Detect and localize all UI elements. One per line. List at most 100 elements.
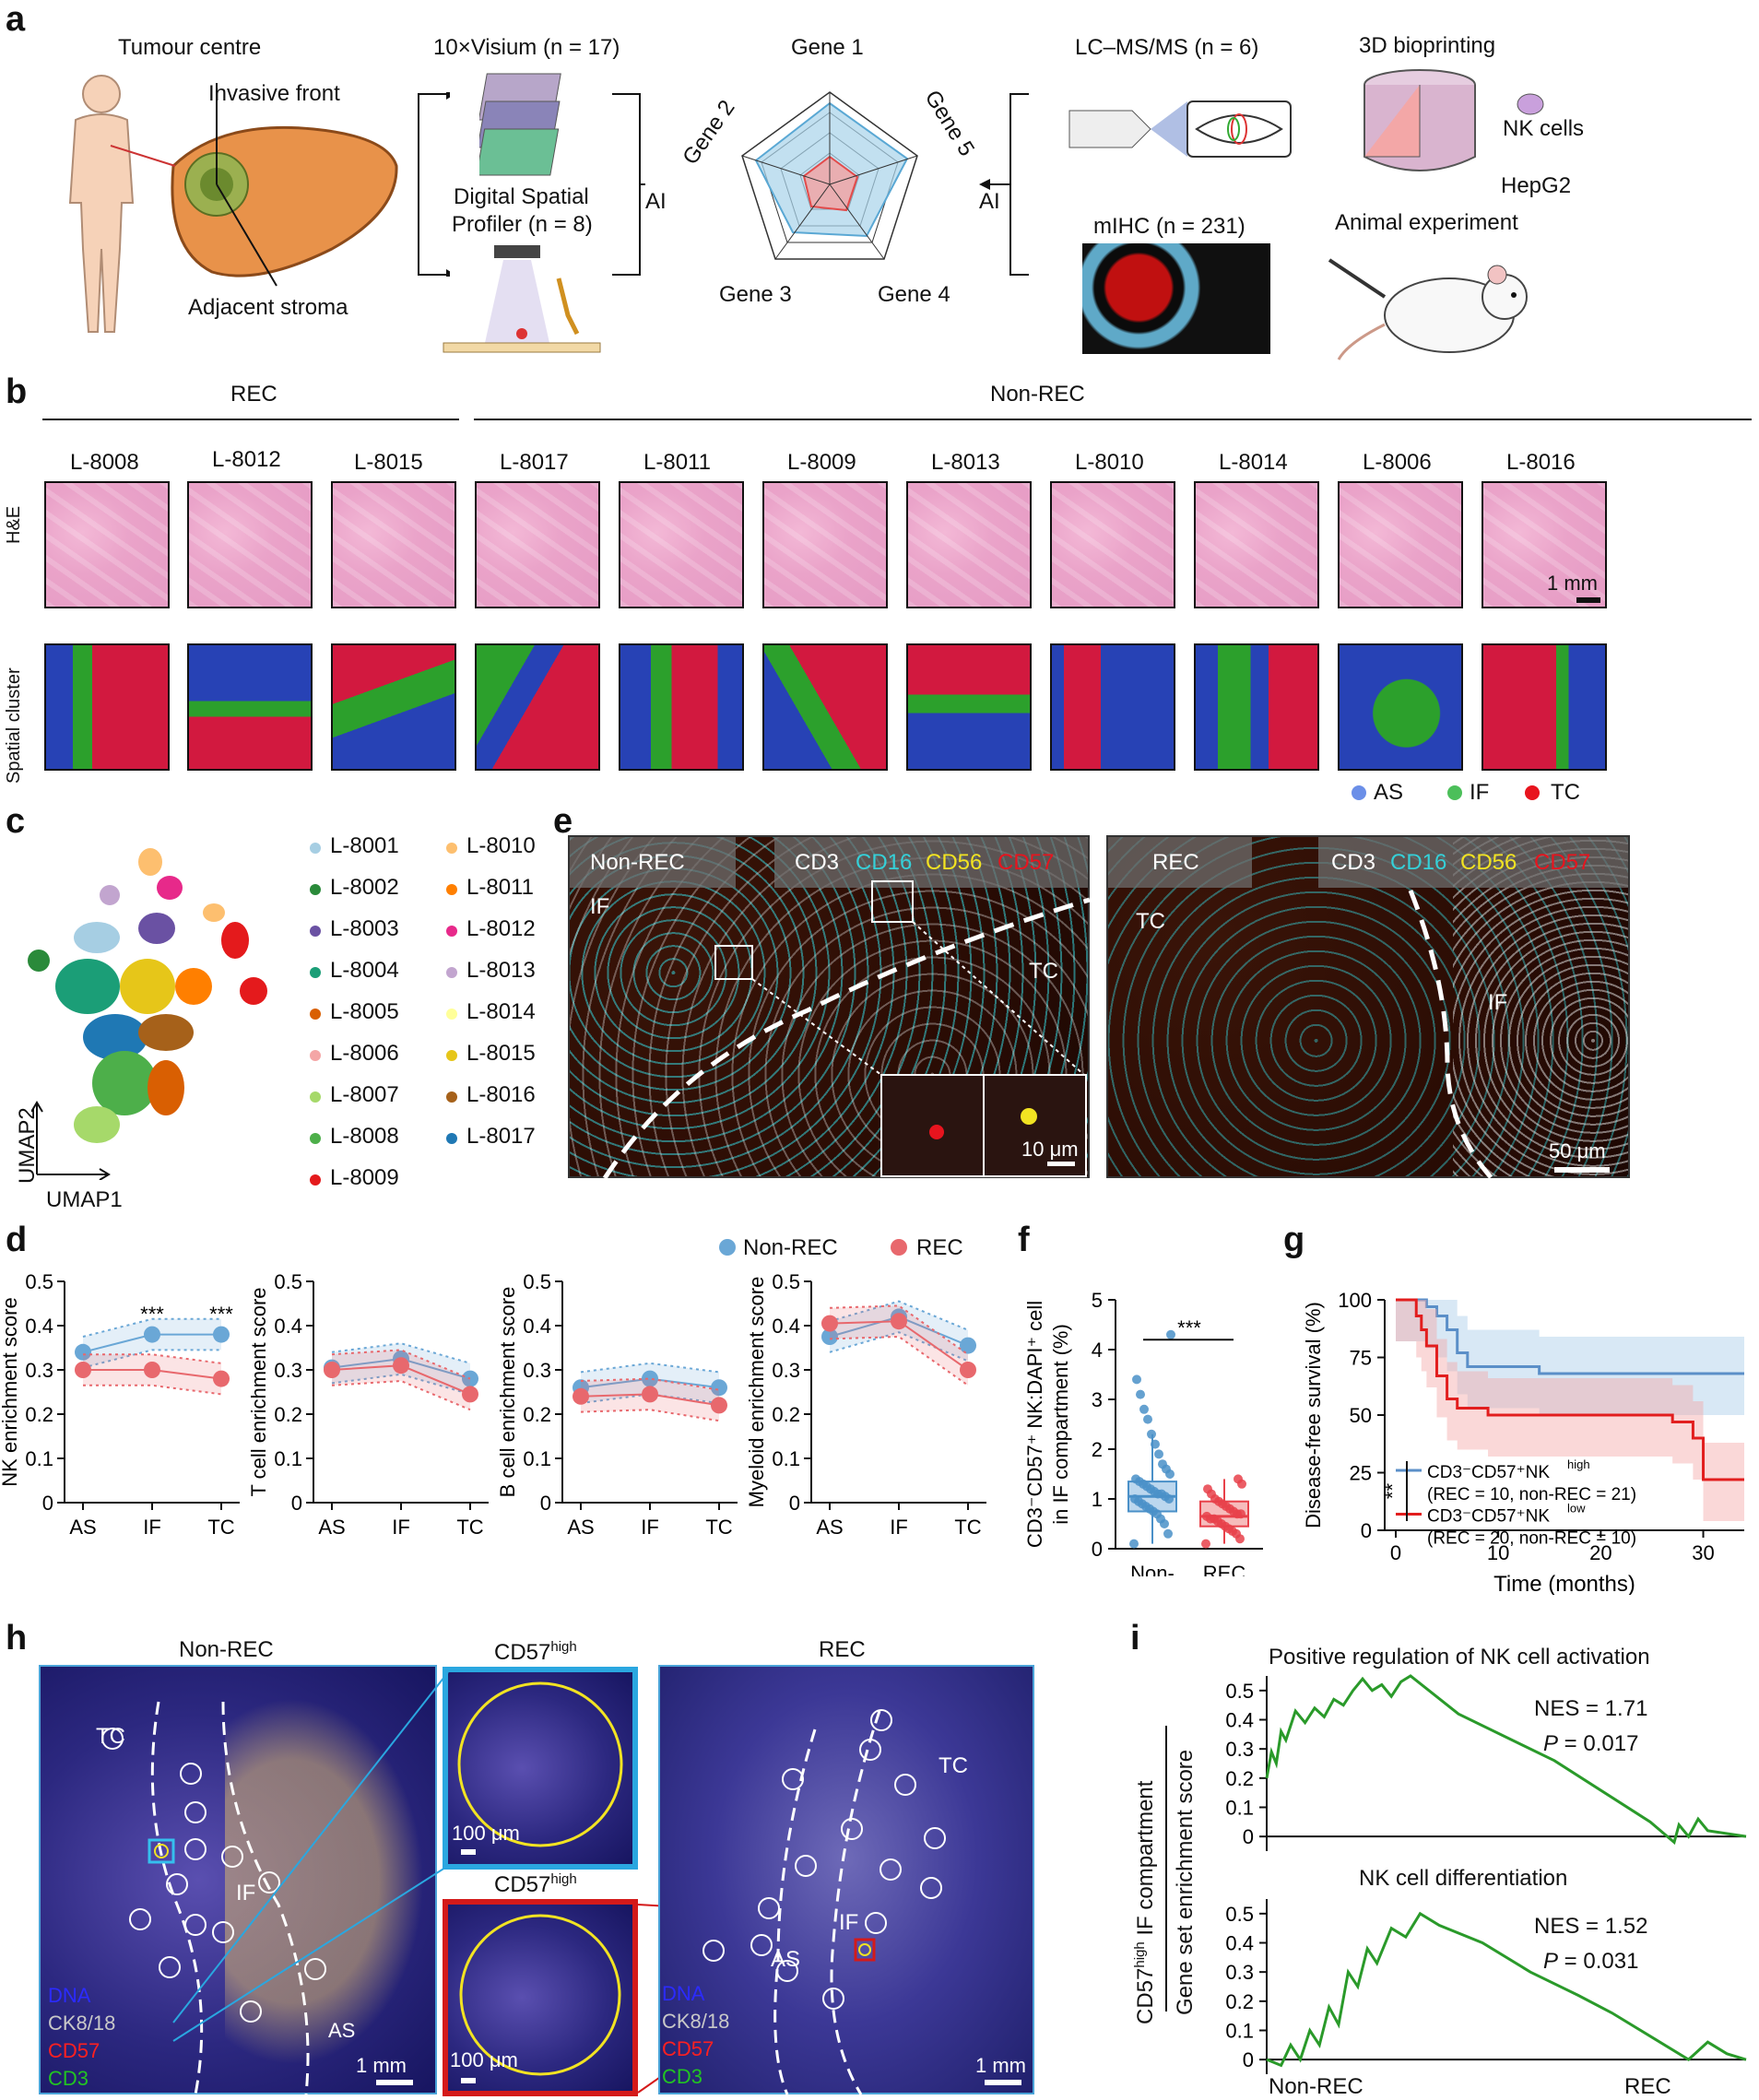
y-tick-label: 0.2 [523,1403,551,1426]
gsea-x-left: Non-REC [1269,2074,1364,2099]
lcms-label: LC–MS/MS (n = 6) [1075,35,1259,60]
legend-color-dot [446,967,457,978]
spatial-cluster-thumbnail [331,643,456,771]
invasive-front-label: Invasive front [208,81,340,106]
y-tick-label: 0 [1243,2048,1254,2071]
legend-color-dot [446,1091,457,1103]
nonrec-tc-label: TC [1029,959,1058,984]
bioprinting-icon [1364,69,1476,171]
panel-label-c: c [6,802,26,841]
nonrec-if-label: IF [590,894,610,919]
he-thumbnail [762,481,888,608]
gsea-ylabel-divider [1165,1726,1167,2012]
x-tick-label: IF [641,1516,659,1539]
band-edge [580,1393,720,1404]
data-point [573,1387,589,1405]
sample-label: L-8006 [1363,450,1432,475]
radar-chart [741,91,918,260]
y-axis-label: T cell enrichment score [247,1287,270,1496]
x-tick-label: IF [392,1516,410,1539]
channel-dna-rec: DNA [662,1982,705,2005]
y-tick-label: 0.2 [25,1403,53,1426]
data-point [821,1328,838,1345]
umap-yaxis-label: UMAP2 [15,1107,40,1184]
y-tick-label: 0.4 [25,1315,53,1338]
lcms-instrument-icon [1068,100,1292,158]
data-point [960,1362,976,1378]
marker-cd57-rec: CD57 [1534,850,1591,875]
y-axis-label: in IF compartment (%) [1049,1324,1072,1525]
x-tick-label: TC [705,1516,732,1539]
zoom-scale-top: 100 μm [452,1822,520,1845]
series-band [332,1350,470,1410]
bracket-left [418,92,450,277]
data-point [144,1362,160,1378]
x-tick-label: AS [318,1516,345,1539]
nk-percentage-boxplot: 0 1 2 3 4 5 CD3⁻CD57⁺ NK:DAPI⁺ cell in IF compa… [1023,1289,1263,1576]
sample-label: L-8013 [931,450,1000,475]
dsp-label-line2: Profiler (n = 8) [452,212,593,237]
mihc-image [1082,243,1270,354]
mihc-label: mIHC (n = 231) [1093,214,1245,239]
y-tick-label: 0.1 [1225,1797,1254,1820]
x-tick-label: 0 [1390,1541,1401,1564]
marker-cd3: CD3 [795,850,840,875]
data-point [960,1337,976,1354]
panel-label-e: e [553,802,573,841]
legend-color-dot [310,967,321,978]
x-tick-label: REC [1203,1562,1246,1576]
significance-mark: *** [140,1303,164,1326]
hepg2-label: HepG2 [1501,173,1572,198]
h-rec-as-label: AS [771,1947,801,1972]
legend-sample-label: L-8004 [330,958,399,983]
y-tick-label: 0.5 [1225,1680,1254,1703]
rec-tc-label: TC [1136,909,1165,934]
x-tick-label: AS [816,1516,843,1539]
nonrec-boundary-line [602,880,1090,1178]
mxif-rec-overlay [702,1709,1021,2094]
h-as-label: AS [328,2019,356,2042]
he-thumbnail [1194,481,1319,608]
h-if-label: IF [236,1881,256,1905]
significance-mark: ** [1381,1483,1404,1500]
data-point [642,1386,658,1403]
animal-label: Animal experiment [1335,210,1518,235]
confidence-band [1396,1300,1744,1521]
gsea-ylabel-outer: CD57high IF compartment [1132,1780,1158,2024]
data-point [1201,1539,1210,1549]
legend-dot-nonrec [719,1239,736,1256]
sample-label: L-8008 [70,450,139,475]
h-rec-title: REC [819,1637,866,1662]
he-thumbnail [331,481,456,608]
y-tick-label: 2 [1092,1438,1103,1461]
nonrec-divider [474,419,1752,420]
x-tick-label: AS [69,1516,96,1539]
panel-label-i: i [1130,1619,1140,1658]
y-tick-label: 5 [1092,1289,1103,1312]
gsea-x-right: REC [1624,2074,1671,2099]
legend-color-dot [446,926,457,937]
band-edge [331,1342,471,1364]
data-point [1202,1511,1211,1521]
y-tick-label: 4 [1092,1339,1103,1362]
sample-label: L-8017 [500,450,569,475]
y-tick-label: 0 [789,1492,800,1515]
channel-cd57: CD57 [48,2039,100,2062]
human-liver-illustration [68,75,398,333]
legend-color-dot [446,1050,457,1061]
y-tick-label: 0 [540,1492,551,1515]
enrichment-curve [1265,1674,1747,1846]
legend-color-dot [310,926,321,937]
legend-color-dot [310,1091,321,1103]
y-axis-label: Disease-free survival (%) [1302,1302,1325,1528]
spatial-cluster-thumbnail [619,643,744,771]
scale-10um-label: 10 μm [1021,1138,1079,1161]
spatial-cluster-thumbnail [1338,643,1463,771]
legend-label-rec: REC [916,1235,963,1260]
h-scale-mm-right: 1 mm [975,2054,1026,2077]
visium-label: 10×Visium (n = 17) [433,35,620,60]
band-edge [82,1317,221,1338]
marker-cd57: CD57 [998,850,1055,875]
y-tick-label: 0.5 [25,1270,53,1293]
